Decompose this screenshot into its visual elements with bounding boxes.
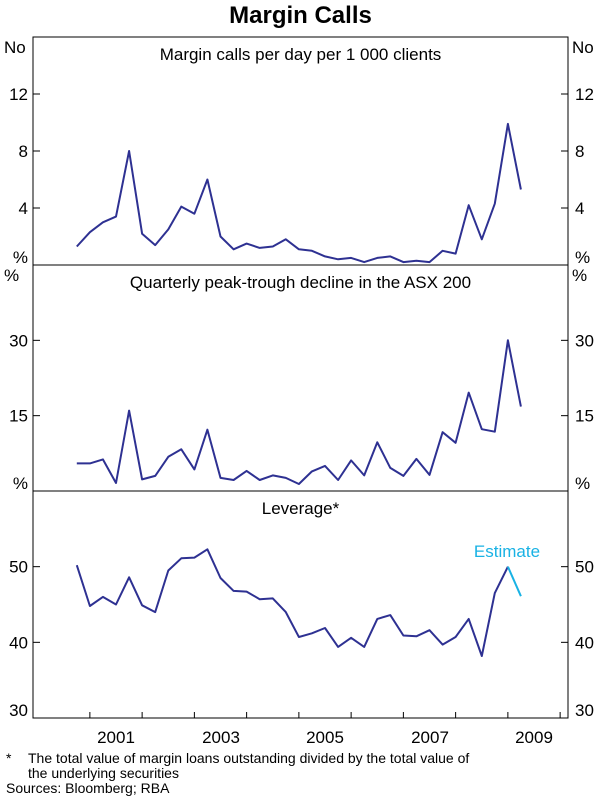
footnote-line-1: * The total value of margin loans outstan… <box>6 751 469 766</box>
estimate-line <box>506 566 522 597</box>
footnote-text-line-2: the underlying securities <box>28 765 179 781</box>
y-tick-label-left: % <box>13 474 28 493</box>
y-tick-label-right: 30 <box>575 331 594 350</box>
panel-title: Margin calls per day per 1 000 clients <box>160 45 442 64</box>
footnote-marker: * <box>6 750 12 766</box>
footnote: * The total value of margin loans outstan… <box>6 751 469 796</box>
y-tick-label-right: 12 <box>575 85 594 104</box>
footnote-line-2: the underlying securities <box>6 766 469 781</box>
y-tick-label-left: 40 <box>9 633 28 652</box>
x-tick-label: 2003 <box>202 728 240 747</box>
x-tick-label: 2001 <box>97 728 135 747</box>
panel-title: Quarterly peak-trough decline in the ASX… <box>130 273 471 292</box>
y-tick-label-right: % <box>575 248 590 267</box>
chart-title: Margin Calls <box>229 2 372 29</box>
y-tick-label-right: % <box>575 474 590 493</box>
y-tick-label-right: 40 <box>575 633 594 652</box>
panel-2: Quarterly peak-trough decline in the ASX… <box>4 266 594 493</box>
y-tick-label-left: 8 <box>19 142 28 161</box>
estimate-label: Estimate <box>474 542 540 561</box>
chart-border <box>32 36 569 719</box>
x-tick-label: 2009 <box>515 728 553 747</box>
y-tick-label-right: 15 <box>575 407 594 426</box>
x-tick-label: 2005 <box>306 728 344 747</box>
series-line <box>75 548 509 657</box>
series-line <box>76 122 522 264</box>
chart-panels: Margin calls per day per 1 000 clients No… <box>4 38 594 720</box>
y-tick-label-left: 15 <box>9 407 28 426</box>
y-tick-label-left: 4 <box>19 199 28 218</box>
y-tick-label-left: 30 <box>9 701 28 720</box>
y-tick-label-left: 50 <box>9 558 28 577</box>
unit-label-left: No <box>4 38 26 57</box>
y-tick-label-left: 12 <box>9 85 28 104</box>
x-tick-label: 2007 <box>411 728 449 747</box>
panel-title: Leverage* <box>262 499 340 518</box>
unit-label-left: % <box>4 266 19 285</box>
panel-3: Leverage* 30 30 40 40 50 50 Estimate <box>9 499 594 720</box>
footnote-text-line-1: The total value of margin loans outstand… <box>28 750 470 766</box>
chart-frame <box>32 36 569 719</box>
unit-label-right: No <box>572 38 594 57</box>
y-tick-label-right: 50 <box>575 558 594 577</box>
series-line <box>76 339 522 485</box>
y-tick-label-left: 30 <box>9 331 28 350</box>
footnote-sources: Sources: Bloomberg; RBA <box>6 780 170 796</box>
y-tick-label-right: 30 <box>575 701 594 720</box>
y-tick-label-right: 8 <box>575 142 584 161</box>
unit-label-right: % <box>572 266 587 285</box>
x-axis: 2001 2003 2005 2007 2009 <box>89 712 561 747</box>
y-tick-label-left: % <box>13 248 28 267</box>
panel-1: Margin calls per day per 1 000 clients No… <box>4 38 594 267</box>
y-tick-label-right: 4 <box>575 199 584 218</box>
